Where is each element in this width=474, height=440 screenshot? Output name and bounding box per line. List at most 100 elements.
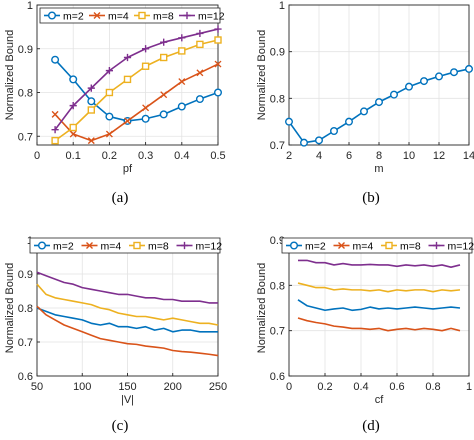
x-tick-label: 0.5 <box>210 150 225 162</box>
data-point <box>87 106 96 114</box>
series-m2 <box>36 307 218 333</box>
data-point <box>360 107 369 116</box>
legend-marker <box>183 11 191 20</box>
data-point <box>142 45 150 53</box>
data-point <box>69 102 77 110</box>
data-point <box>195 95 204 104</box>
series-line <box>54 28 219 131</box>
panel-caption: (a) <box>112 190 129 206</box>
panel-caption: (b) <box>362 190 380 206</box>
y-axis-label: Normalized Bound <box>256 263 268 354</box>
series-m4 <box>51 60 222 145</box>
data-point <box>141 114 150 123</box>
panel-d: 0 0.2 0.4 0.6 0.8 1 0.6 0.7 0.8 0.9 cf Normalized B… <box>256 235 474 434</box>
panel-c: 501001502002500.60.70.80.91|V|Normalized… <box>4 235 227 434</box>
legend-marker <box>138 11 146 20</box>
x-axis-label: |V| <box>121 394 134 406</box>
x-tick-label: 6 <box>346 150 352 162</box>
y-tick-label: 0.8 <box>270 280 285 292</box>
data-point <box>160 38 168 46</box>
x-tick-label: 4 <box>316 150 322 162</box>
legend-label: m=12 <box>198 10 225 22</box>
x-axis-label: m <box>374 163 383 175</box>
legend: m=2 m=4 m=8 m=12 <box>39 7 225 24</box>
x-tick-label: 2 <box>286 150 292 162</box>
y-tick-label: 0.8 <box>270 93 285 105</box>
legend-label: m=2 <box>305 240 326 252</box>
data-point <box>123 53 132 62</box>
x-tick-label: 0.8 <box>425 381 440 393</box>
data-point <box>420 77 429 86</box>
series-m12 <box>298 259 461 268</box>
data-point <box>214 36 222 44</box>
legend-marker <box>290 241 299 250</box>
series-m12 <box>36 271 218 304</box>
x-axis-label: pf <box>123 163 133 175</box>
series-m4 <box>297 317 461 332</box>
x-tick-label: 10 <box>403 150 415 162</box>
series-line <box>297 317 461 332</box>
x-tick-label: 14 <box>463 150 474 162</box>
legend-marker <box>432 241 441 250</box>
data-point <box>214 60 222 68</box>
series-line <box>54 39 219 142</box>
legend-label: m=2 <box>63 10 84 22</box>
data-point <box>87 97 96 106</box>
series-m8 <box>36 283 219 326</box>
series-line <box>36 307 218 333</box>
series-line <box>297 282 461 293</box>
legend-label: m=8 <box>153 10 174 22</box>
legend-label: m=8 <box>148 240 169 252</box>
data-point <box>105 67 113 75</box>
data-point <box>51 126 59 134</box>
series-m2 <box>297 299 461 312</box>
y-tick-label: 0.8 <box>18 303 33 315</box>
legend-label: m=12 <box>448 240 474 252</box>
y-tick-label: 0.7 <box>270 326 285 338</box>
legend: m=2 m=4 m=8 m=12 <box>29 237 223 254</box>
x-tick-label: 0.6 <box>389 381 404 393</box>
data-point <box>196 40 204 49</box>
y-tick-label: 0.6 <box>18 371 33 383</box>
data-point <box>330 126 339 135</box>
series-line <box>36 305 219 357</box>
x-tick-label: 0.2 <box>102 150 117 162</box>
y-tick-label: 0.9 <box>18 269 33 281</box>
legend-marker <box>93 12 101 19</box>
x-tick-label: 0.2 <box>317 381 332 393</box>
data-point <box>123 75 132 84</box>
data-point <box>390 90 399 99</box>
legend-box <box>281 237 473 254</box>
data-point <box>142 104 150 112</box>
y-tick-label: 0.8 <box>18 88 33 100</box>
data-point <box>405 82 414 91</box>
legend-label: m=4 <box>101 240 122 252</box>
data-point <box>51 136 59 145</box>
axes-box <box>36 4 219 146</box>
panel-caption: (c) <box>112 418 129 434</box>
data-point <box>285 117 294 126</box>
series-line <box>297 299 461 312</box>
legend-label: m=12 <box>196 240 223 252</box>
y-axis-label: Normalized Bound <box>4 263 16 354</box>
series-line <box>298 259 461 268</box>
data-point <box>159 53 168 62</box>
x-tick-label: 0.1 <box>66 150 81 162</box>
series-line <box>36 271 218 304</box>
legend-box <box>29 237 221 254</box>
data-point <box>450 68 459 77</box>
data-point <box>178 47 186 55</box>
y-axis-label: Normalized Bound <box>256 30 268 121</box>
series-main <box>285 64 474 147</box>
y-tick-label: 0.6 <box>270 371 285 383</box>
data-point <box>375 98 384 107</box>
panel-b: 2 4 6 8 10 12 14 0.7 0.8 0.9 1 m Normalized Bound (b) <box>256 0 474 206</box>
data-point <box>159 110 168 119</box>
legend-marker <box>338 242 345 249</box>
data-point <box>69 75 78 84</box>
x-tick-label: 50 <box>31 381 43 393</box>
y-tick-label: 0.7 <box>18 337 33 349</box>
legend-marker <box>48 11 57 20</box>
y-tick-label: 0.7 <box>18 131 33 143</box>
